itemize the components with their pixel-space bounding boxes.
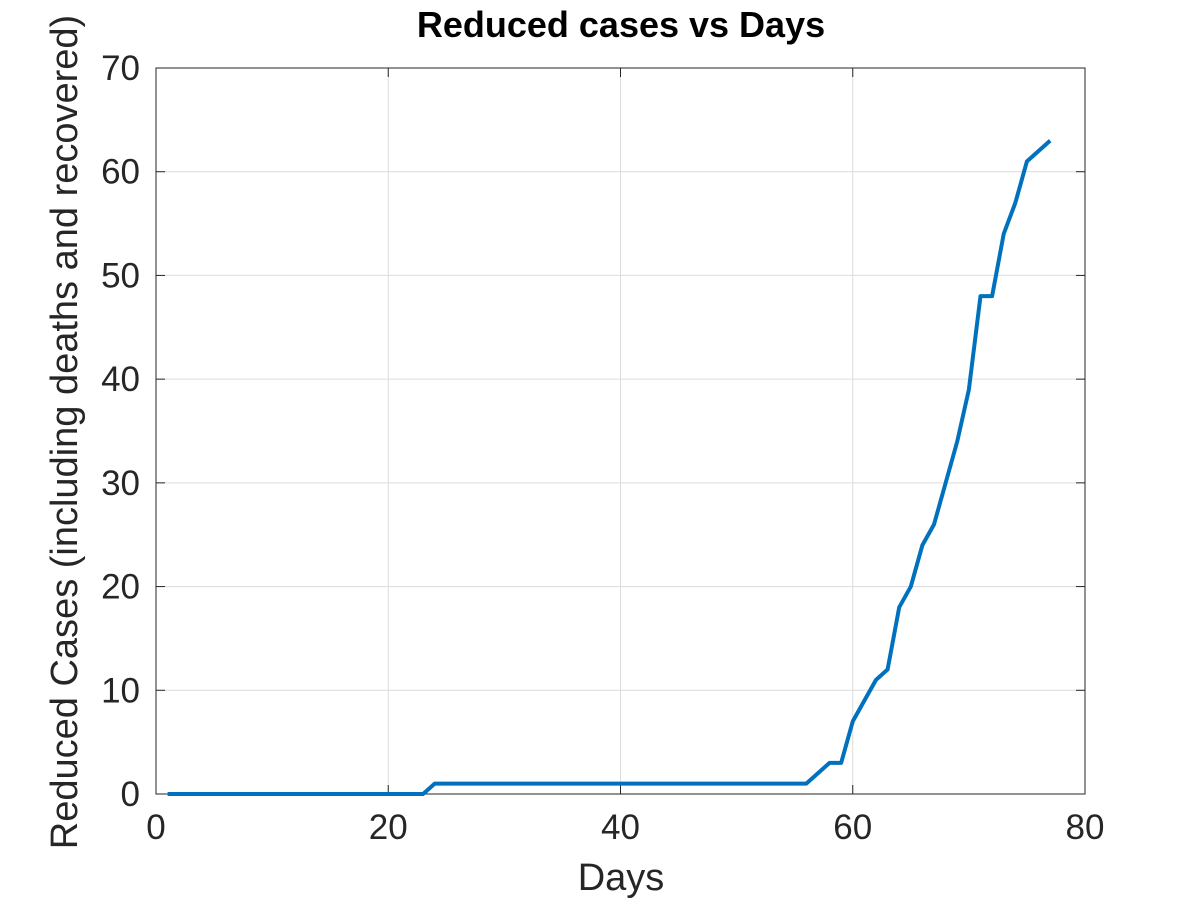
y-tick-label: 70 bbox=[101, 49, 140, 88]
series-layer bbox=[167, 139, 1052, 796]
x-tick-label: 60 bbox=[833, 808, 872, 847]
y-tick-label: 60 bbox=[101, 153, 140, 192]
y-tick-label: 40 bbox=[101, 360, 140, 399]
x-tick-label: 40 bbox=[601, 808, 640, 847]
series-line bbox=[167, 139, 1052, 796]
tick-marks bbox=[155, 67, 1086, 795]
y-tick-label: 30 bbox=[101, 464, 140, 503]
y-tick-label: 20 bbox=[101, 568, 140, 607]
y-tick-label: 10 bbox=[101, 671, 140, 710]
x-tick-label: 20 bbox=[369, 808, 408, 847]
x-tick-labels: 0 20 40 60 80 bbox=[146, 808, 1104, 847]
x-axis-label: Days bbox=[578, 857, 665, 899]
y-tick-labels: 0 10 20 30 40 50 60 70 bbox=[101, 49, 140, 814]
y-tick-label: 50 bbox=[101, 256, 140, 295]
y-tick-label: 0 bbox=[121, 775, 140, 814]
x-tick-label: 80 bbox=[1066, 808, 1105, 847]
y-axis-label: Reduced Cases (including deaths and reco… bbox=[44, 15, 86, 849]
x-tick-label: 0 bbox=[146, 808, 165, 847]
chart-title: Reduced cases vs Days bbox=[417, 4, 825, 45]
